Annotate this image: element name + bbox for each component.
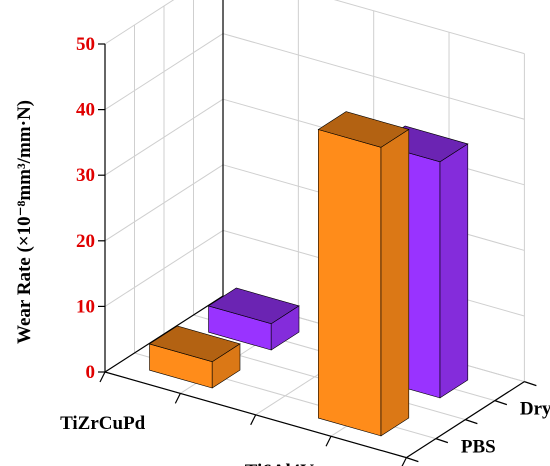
x-tick-label: TiZrCuPd bbox=[60, 413, 146, 434]
y-tick-label: 20 bbox=[76, 231, 95, 252]
y-tick-label: 0 bbox=[86, 362, 96, 383]
depth-tick-label: PBS bbox=[461, 437, 496, 458]
z-tick bbox=[494, 400, 508, 406]
axis-frame bbox=[98, 0, 537, 466]
x-tick bbox=[401, 457, 407, 466]
y-tick-label: 10 bbox=[76, 296, 95, 317]
z-tick bbox=[524, 381, 537, 387]
bar-top bbox=[207, 287, 300, 325]
gridline-left-h bbox=[104, 0, 175, 45]
depth-tick-label: Dry bbox=[520, 399, 550, 420]
gridline-back-h bbox=[333, 0, 525, 55]
y-axis-label: Wear Rate (×10⁻⁸mm³/mm·N) bbox=[14, 100, 35, 344]
bar-front bbox=[317, 129, 382, 437]
y-tick-label: 30 bbox=[76, 165, 95, 186]
x-tick bbox=[174, 393, 181, 404]
z-tick bbox=[435, 438, 449, 444]
bar-top bbox=[148, 325, 241, 363]
floor-left-edge bbox=[104, 295, 224, 373]
labels: 0 10 20 30 40 50 TiZrCuPd Ti6Al4V PBS Dry bbox=[60, 34, 550, 466]
bar bbox=[317, 111, 410, 437]
z-tick bbox=[406, 457, 419, 463]
x-tick bbox=[250, 414, 257, 426]
bar bbox=[148, 325, 241, 389]
z-tick bbox=[465, 419, 478, 425]
x-tick bbox=[99, 371, 106, 383]
y-tick-label: 40 bbox=[76, 100, 95, 121]
bar-side bbox=[380, 128, 410, 437]
y-tick-label: 50 bbox=[76, 34, 95, 55]
x-tick-label: Ti6Al4V bbox=[245, 461, 315, 466]
x-tick bbox=[325, 435, 332, 447]
bar bbox=[207, 287, 300, 351]
bar-top bbox=[317, 111, 410, 148]
bar-side bbox=[439, 143, 469, 399]
bars bbox=[148, 111, 469, 437]
